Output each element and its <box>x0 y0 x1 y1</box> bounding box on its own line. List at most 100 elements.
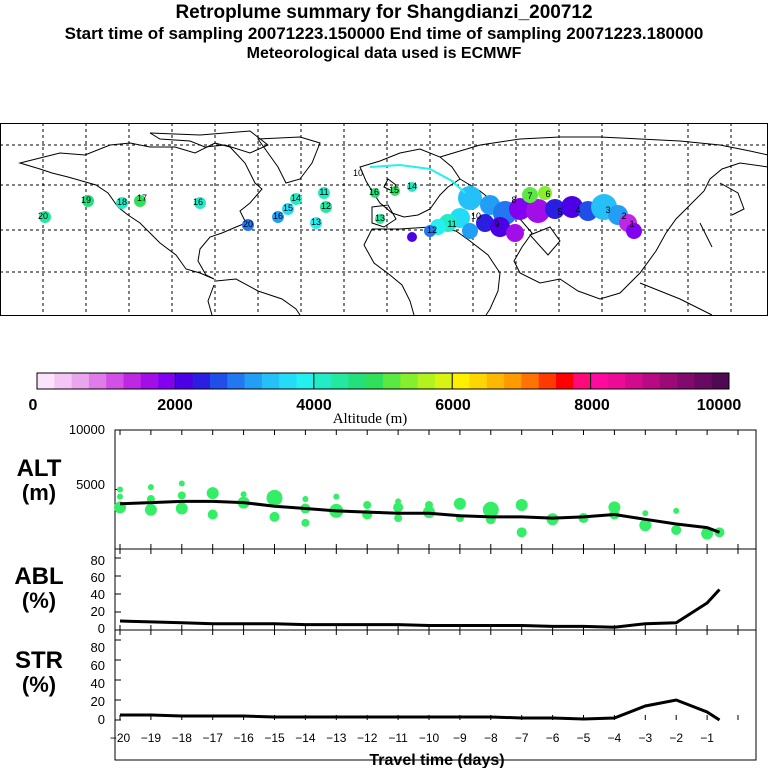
colorbar-cell <box>192 373 211 389</box>
x-tick-label: −18 <box>172 731 193 745</box>
map-day-label: 16 <box>193 197 203 207</box>
colorbar-cell <box>711 373 730 389</box>
map-day-label: 20 <box>243 219 253 229</box>
map-day-label: 11 <box>319 187 328 197</box>
str-ytick-label: 0 <box>98 712 105 727</box>
map-day-label: 7 <box>527 191 532 201</box>
colorbar-cell <box>556 373 574 389</box>
chart-title: Retroplume summary for Shangdianzi_20071… <box>175 2 593 23</box>
plume-marker <box>509 198 531 220</box>
x-tick-label: −14 <box>295 731 316 745</box>
alt-scatter-point <box>608 501 621 514</box>
colorbar-cell <box>417 373 436 389</box>
map-day-label: 16 <box>273 211 283 221</box>
alt-scatter-point <box>395 498 402 505</box>
map-day-label: 12 <box>427 225 437 235</box>
alt-scatter-point <box>701 527 714 540</box>
map-day-label: 19 <box>81 195 91 205</box>
map-day-label: 5 <box>557 207 562 217</box>
alt-ylabel: ALT <box>17 455 62 482</box>
x-tick-label: −15 <box>264 731 285 745</box>
alt-scatter-point <box>144 503 157 516</box>
sampling-times: Start time of sampling 20071223.150000 E… <box>64 24 704 43</box>
alt-scatter-point <box>642 510 649 517</box>
str-ytick-label: 20 <box>91 694 105 709</box>
x-tick-label: −17 <box>203 731 224 745</box>
map-day-label: 4 <box>575 205 580 215</box>
colorbar-cell <box>140 373 159 389</box>
plume-marker <box>116 197 128 209</box>
map-day-label: 10 <box>353 168 363 178</box>
alt-scatter-point <box>175 502 188 515</box>
alt-scatter-point <box>177 491 186 500</box>
x-tick-label: −7 <box>515 731 529 745</box>
plume-track <box>369 163 466 194</box>
plume-marker <box>318 187 330 199</box>
str-line <box>120 698 721 722</box>
colorbar-tick-label: 2000 <box>157 397 193 414</box>
alt-scatter-point <box>516 527 527 538</box>
colorbar-cell <box>625 373 643 389</box>
colorbar-cell <box>54 373 72 389</box>
time-series-panels: ALT (m) ABL (%) STR (%) 10000 5000 0 20 … <box>14 422 757 768</box>
colorbar-cell <box>504 373 522 389</box>
colorbar-cell <box>659 373 678 389</box>
alt-scatter-point <box>515 498 528 511</box>
abl-ytick-label: 60 <box>91 570 105 585</box>
alt-scatter-point <box>301 518 310 527</box>
map-day-label: 20 <box>38 211 48 221</box>
plume-marker <box>545 199 565 219</box>
x-tick-label: −9 <box>453 731 467 745</box>
abl-ytick-label: 0 <box>98 621 105 636</box>
map-day-label: 10 <box>471 211 481 221</box>
str-ytick-label: 40 <box>91 676 105 691</box>
map-day-label: 11 <box>447 219 456 229</box>
colorbar-tick-label: 4000 <box>296 397 332 414</box>
plume-marker <box>272 211 284 223</box>
x-tick-label: −3 <box>638 731 652 745</box>
colorbar-cell <box>158 373 176 389</box>
alt-ytick-label: 5000 <box>76 477 105 492</box>
colorbar-label: Altitude (m) <box>333 411 408 427</box>
colorbar-cell <box>348 373 366 389</box>
colorbar-cell <box>486 373 505 389</box>
plume-marker <box>134 195 146 207</box>
alt-scatter-point <box>393 502 404 513</box>
plot-marks <box>114 480 725 722</box>
x-tick-label: −13 <box>326 731 347 745</box>
map-day-label: 13 <box>375 213 385 223</box>
abl-ylabel-unit: (%) <box>22 588 56 613</box>
colorbar-tick-label: 0 <box>29 397 38 414</box>
plume-marker <box>424 225 436 237</box>
colorbar-cell <box>400 373 418 389</box>
alt-scatter-point <box>240 491 247 498</box>
plume-marker <box>242 219 254 231</box>
str-ylabel: STR <box>15 647 63 674</box>
alt-scatter-point <box>178 480 185 487</box>
alt-ylabel-unit: (m) <box>22 480 56 505</box>
colorbar-cell <box>106 373 124 389</box>
colorbar-cell <box>607 373 626 389</box>
map-day-label: 14 <box>291 193 301 203</box>
abl-ytick-label: 20 <box>91 604 105 619</box>
colorbar-cell <box>88 373 107 389</box>
alt-scatter-point <box>302 496 309 503</box>
colorbar-frame <box>36 372 730 390</box>
x-tick-label: −12 <box>357 731 378 745</box>
plume-marker <box>490 217 510 237</box>
map-day-label: 15 <box>283 203 293 213</box>
map-day-label: 6 <box>545 189 550 199</box>
met-data-note: Meteorological data used is ECMWF <box>246 45 522 62</box>
altitude-colorbar: 0 2000 4000 6000 8000 10000 Altitude (m) <box>29 372 741 427</box>
map-grid <box>0 123 768 316</box>
x-tick-label: −2 <box>669 731 683 745</box>
abl-ytick-label: 80 <box>91 553 105 568</box>
colorbar-tick-label: 8000 <box>574 397 610 414</box>
xtick-labels: −20 −19 −18 −17 −16 −15 −14 −13 −12 −11 −10 −9 −8 −7 −… <box>110 731 714 745</box>
alt-scatter-point <box>671 524 682 535</box>
colorbar-cell <box>71 373 90 389</box>
alt-scatter-point <box>117 486 123 493</box>
alt-scatter-point <box>363 500 372 509</box>
map-day-label: 1 <box>629 219 634 229</box>
plume-marker <box>320 201 332 213</box>
